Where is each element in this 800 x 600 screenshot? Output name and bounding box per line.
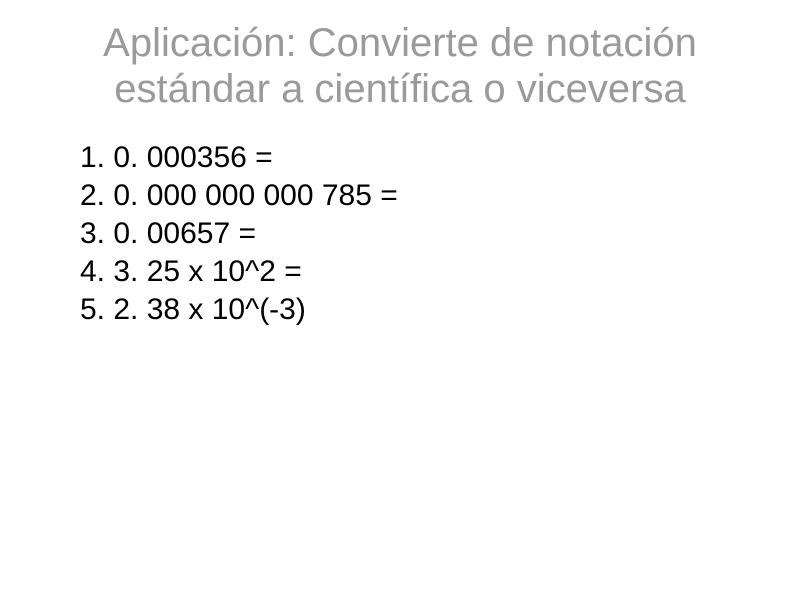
list-item: 3. 0. 00657 = (80, 216, 750, 252)
content-area: 1. 0. 000356 = 2. 0. 000 000 000 785 = 3… (50, 140, 750, 328)
slide-container: Aplicación: Convierte de notación estánd… (0, 0, 800, 600)
slide-title: Aplicación: Convierte de notación estánd… (50, 20, 750, 112)
list-item: 1. 0. 000356 = (80, 140, 750, 176)
list-item: 4. 3. 25 x 10^2 = (80, 254, 750, 290)
list-item: 5. 2. 38 x 10^(-3) (80, 292, 750, 328)
list-item: 2. 0. 000 000 000 785 = (80, 178, 750, 214)
